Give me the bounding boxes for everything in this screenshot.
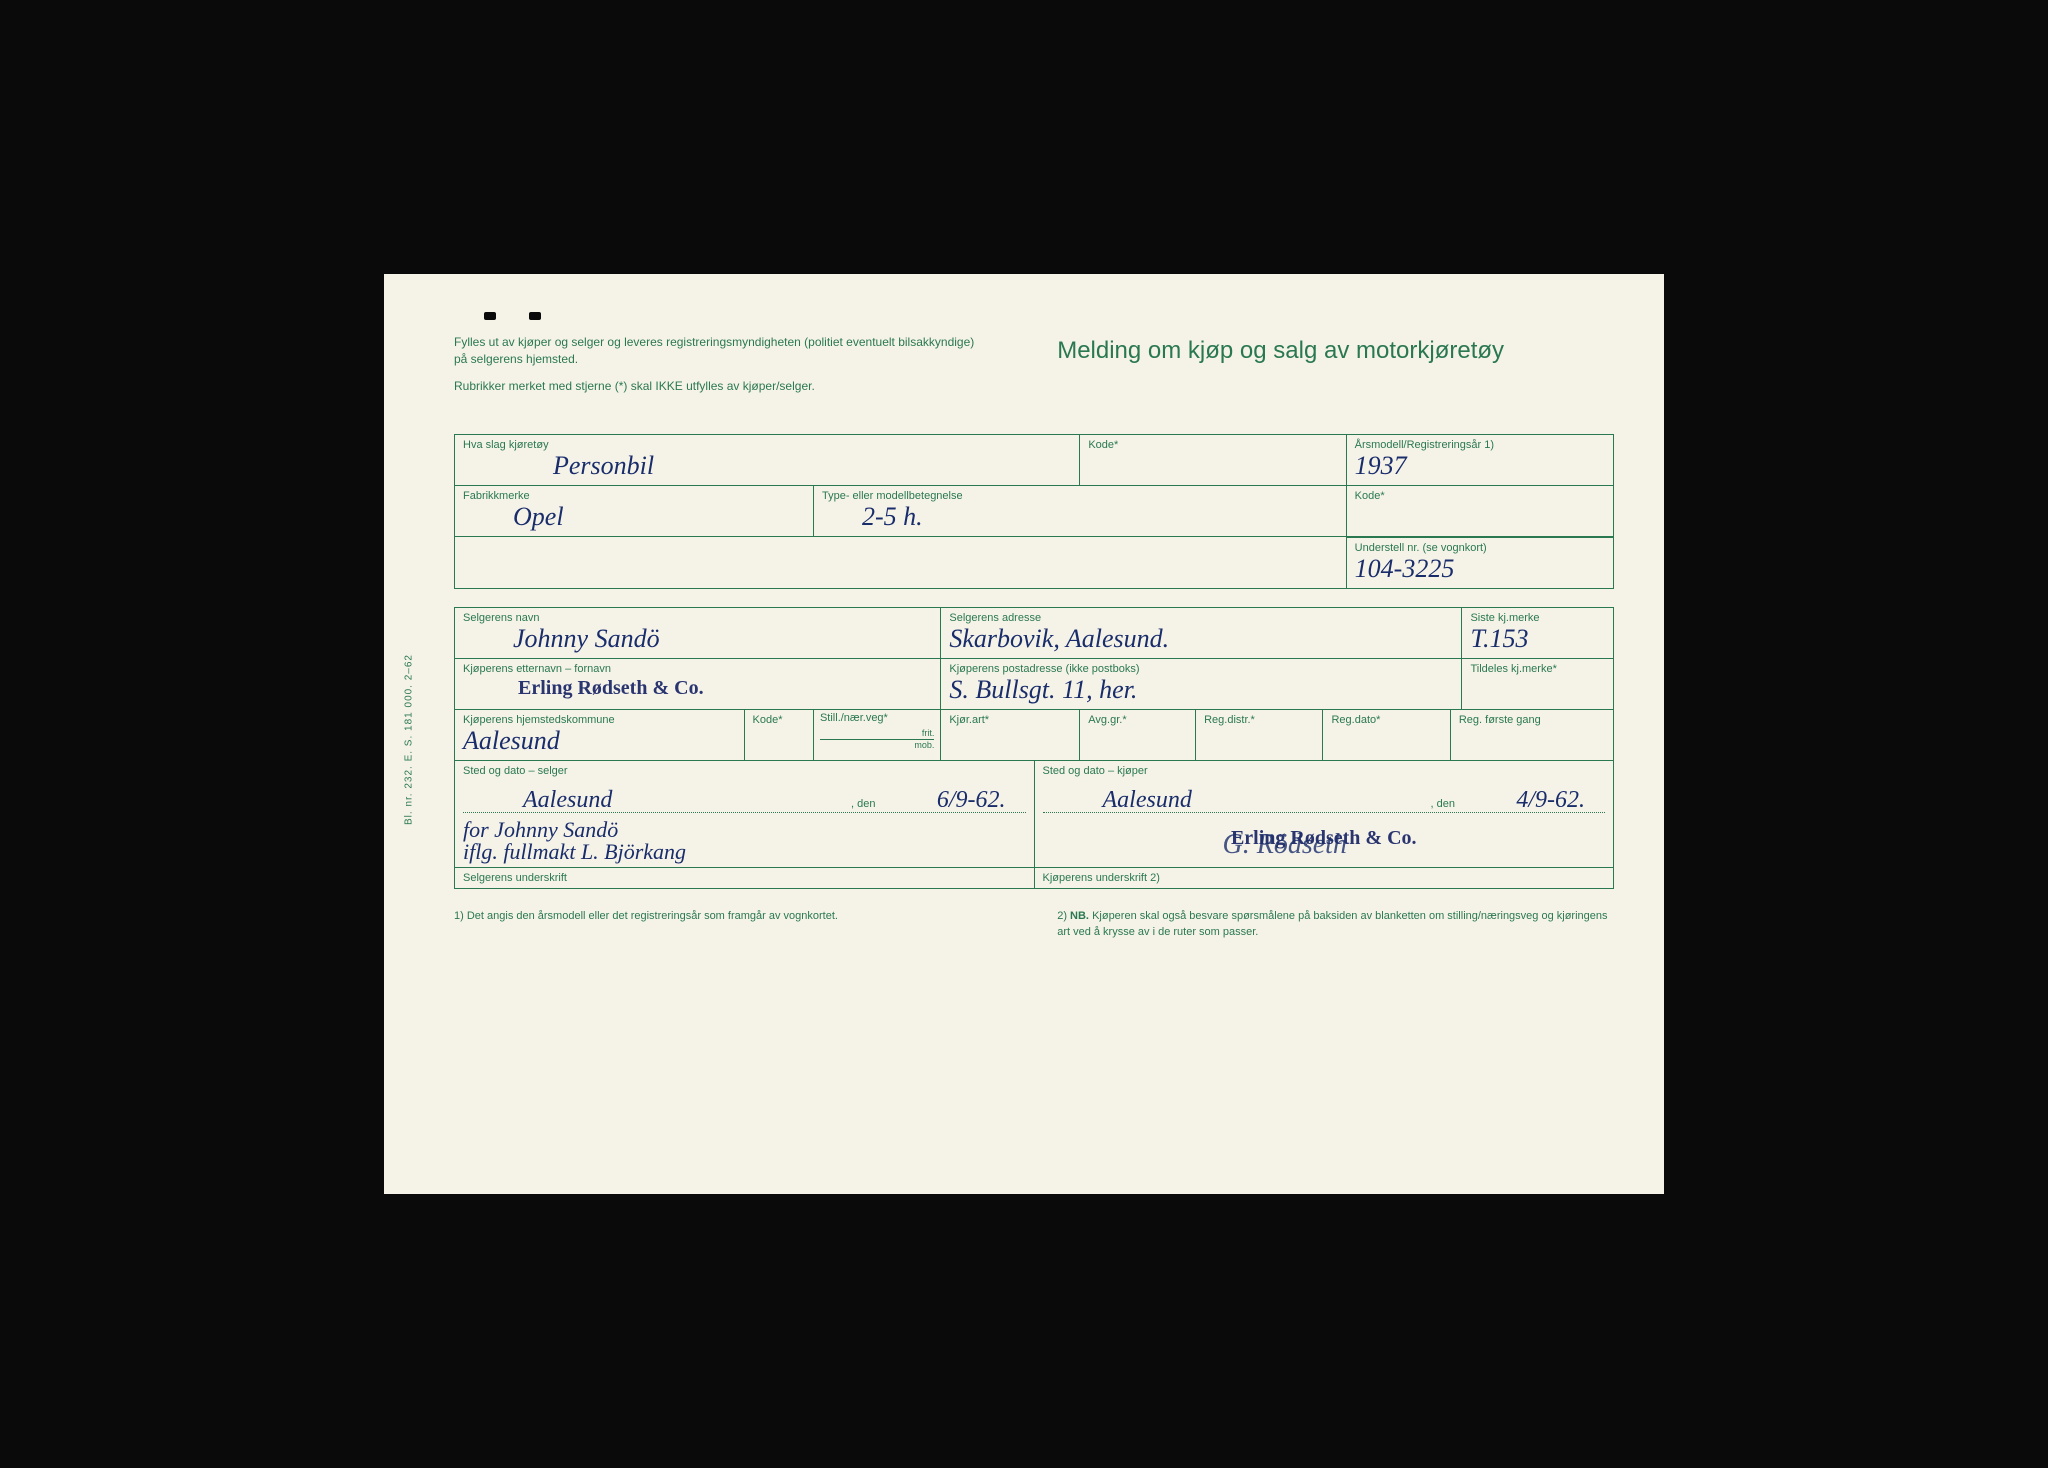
reg-distr-label: Reg.distr.* bbox=[1204, 714, 1314, 726]
avg-gr-label: Avg.gr.* bbox=[1088, 714, 1187, 726]
buyer-muni-value: Aalesund bbox=[463, 728, 736, 754]
den-text-seller: , den bbox=[851, 798, 875, 810]
buyer-muni-label: Kjøperens hjemstedskommune bbox=[463, 714, 736, 726]
buyer-name-label: Kjøperens etternavn – fornavn bbox=[463, 663, 932, 675]
footnote-2-text: Kjøperen skal også besvare spørsmålene p… bbox=[1057, 910, 1607, 937]
form-document: Bl. nr. 232. E. S. 181 000. 2–62 Fylles … bbox=[384, 274, 1664, 1194]
assigned-plate-cell: Tildeles kj.merke* bbox=[1462, 659, 1613, 709]
buyer-addr-value: S. Bullsgt. 11, her. bbox=[949, 677, 1453, 703]
code2-label: Kode* bbox=[1355, 490, 1605, 502]
reg-dato-cell: Reg.dato* bbox=[1323, 710, 1450, 760]
buyer-name-stamp: Erling Rødseth & Co. bbox=[518, 677, 704, 700]
vehicle-type-label: Hva slag kjøretøy bbox=[463, 439, 1071, 451]
still-label: Still./nær.veg* bbox=[816, 712, 938, 724]
make-label: Fabrikkmerke bbox=[463, 490, 805, 502]
mob-label: mob. bbox=[820, 739, 934, 751]
muni-code-label: Kode* bbox=[753, 714, 805, 726]
reg-first-cell: Reg. første gang bbox=[1451, 710, 1613, 760]
buyer-addr-label: Kjøperens postadresse (ikke postboks) bbox=[949, 663, 1453, 675]
punch-hole bbox=[484, 312, 496, 320]
seller-addr-value: Skarbovik, Aalesund. bbox=[949, 626, 1453, 652]
form-id-vertical: Bl. nr. 232. E. S. 181 000. 2–62 bbox=[404, 654, 415, 825]
model-cell: Type- eller modellbetegnelse 2-5 h. bbox=[814, 486, 1347, 536]
buyer-place-date-cell: Sted og dato – kjøper Aalesund , den 4/9… bbox=[1035, 761, 1614, 867]
code2-cell: Kode* bbox=[1347, 486, 1613, 536]
reg-dato-label: Reg.dato* bbox=[1331, 714, 1441, 726]
seller-addr-label: Selgerens adresse bbox=[949, 612, 1453, 624]
instruction-2: Rubrikker merket med stjerne (*) skal IK… bbox=[454, 378, 976, 395]
chassis-label: Understell nr. (se vognkort) bbox=[1355, 542, 1605, 554]
avg-gr-cell: Avg.gr.* bbox=[1080, 710, 1196, 760]
sig-label-row: Selgerens underskrift Kjøperens underskr… bbox=[455, 867, 1613, 888]
seller-sig-label: Selgerens underskrift bbox=[455, 868, 1035, 888]
buyer-name-cell: Kjøperens etternavn – fornavn Erling Rød… bbox=[455, 659, 941, 709]
model-value: 2-5 h. bbox=[862, 504, 1338, 530]
assigned-plate-label: Tildeles kj.merke* bbox=[1470, 663, 1605, 675]
year-value: 1937 bbox=[1355, 453, 1605, 479]
reg-first-label: Reg. første gang bbox=[1459, 714, 1605, 726]
model-label: Type- eller modellbetegnelse bbox=[822, 490, 1338, 502]
seller-name-label: Selgerens navn bbox=[463, 612, 932, 624]
code1-label: Kode* bbox=[1088, 439, 1337, 451]
seller-place-date-label: Sted og dato – selger bbox=[463, 765, 1026, 777]
make-cell: Fabrikkmerke Opel bbox=[455, 486, 814, 536]
footnote-2: 2) NB. Kjøperen skal også besvare spørsm… bbox=[1057, 909, 1614, 940]
seller-sig-line2: iflg. fullmakt L. Björkang bbox=[463, 841, 1026, 863]
buyer-place-date-label: Sted og dato – kjøper bbox=[1043, 765, 1606, 777]
seller-date: 6/9-62. bbox=[937, 787, 1006, 814]
footer-notes: 1) Det angis den årsmodell eller det reg… bbox=[454, 909, 1614, 940]
buyer-muni-cell: Kjøperens hjemstedskommune Aalesund bbox=[455, 710, 745, 760]
buyer-place: Aalesund bbox=[1103, 787, 1192, 814]
last-plate-label: Siste kj.merke bbox=[1470, 612, 1605, 624]
kjor-art-cell: Kjør.art* bbox=[941, 710, 1080, 760]
place-date-row: Sted og dato – selger Aalesund , den 6/9… bbox=[455, 761, 1613, 867]
buyer-sig-handwriting: G. Rödseth bbox=[1223, 831, 1347, 859]
kjor-art-label: Kjør.art* bbox=[949, 714, 1071, 726]
chassis-value: 104-3225 bbox=[1355, 556, 1605, 582]
punch-hole bbox=[529, 312, 541, 320]
seller-sig-line1: for Johnny Sandö bbox=[463, 819, 1026, 841]
still-cell: Still./nær.veg* frit. mob. bbox=[814, 710, 941, 760]
buyer-sig-label: Kjøperens underskrift 2) bbox=[1035, 868, 1614, 888]
den-text-buyer: , den bbox=[1431, 798, 1455, 810]
frit-label: frit. bbox=[820, 728, 934, 739]
vehicle-type-value: Personbil bbox=[553, 453, 1071, 479]
muni-code-cell: Kode* bbox=[745, 710, 814, 760]
seller-addr-cell: Selgerens adresse Skarbovik, Aalesund. bbox=[941, 608, 1462, 658]
buyer-date: 4/9-62. bbox=[1516, 787, 1585, 814]
year-cell: Årsmodell/Registreringsår 1) 1937 bbox=[1347, 435, 1613, 485]
vehicle-type-cell: Hva slag kjøretøy Personbil bbox=[455, 435, 1080, 485]
chassis-cell: Understell nr. (se vognkort) 104-3225 bbox=[1347, 537, 1613, 588]
seller-place: Aalesund bbox=[523, 787, 612, 814]
seller-name-value: Johnny Sandö bbox=[513, 626, 932, 652]
parties-info-block: Selgerens navn Johnny Sandö Selgerens ad… bbox=[454, 607, 1614, 889]
code1-cell: Kode* bbox=[1080, 435, 1346, 485]
seller-place-date-cell: Sted og dato – selger Aalesund , den 6/9… bbox=[455, 761, 1035, 867]
form-title: Melding om kjøp og salg av motorkjøretøy bbox=[1057, 334, 1614, 404]
footnote-1-num: 1) bbox=[454, 910, 464, 922]
footnote-2-nb: NB. bbox=[1070, 910, 1089, 922]
last-plate-value: T.153 bbox=[1470, 626, 1605, 652]
buyer-addr-cell: Kjøperens postadresse (ikke postboks) S.… bbox=[941, 659, 1462, 709]
footnote-1: 1) Det angis den årsmodell eller det reg… bbox=[454, 909, 918, 940]
instruction-1: Fylles ut av kjøper og selger og leveres… bbox=[454, 334, 976, 368]
last-plate-cell: Siste kj.merke T.153 bbox=[1462, 608, 1613, 658]
instructions: Fylles ut av kjøper og selger og leveres… bbox=[454, 334, 976, 404]
year-label: Årsmodell/Registreringsår 1) bbox=[1355, 439, 1605, 451]
spacer-cell bbox=[455, 537, 1347, 588]
header: Fylles ut av kjøper og selger og leveres… bbox=[454, 334, 1614, 404]
vehicle-info-block: Hva slag kjøretøy Personbil Kode* Årsmod… bbox=[454, 434, 1614, 589]
seller-name-cell: Selgerens navn Johnny Sandö bbox=[455, 608, 941, 658]
footnote-1-text: Det angis den årsmodell eller det regist… bbox=[467, 910, 838, 922]
footnote-2-num: 2) bbox=[1057, 910, 1067, 922]
make-value: Opel bbox=[513, 504, 805, 530]
reg-distr-cell: Reg.distr.* bbox=[1196, 710, 1323, 760]
